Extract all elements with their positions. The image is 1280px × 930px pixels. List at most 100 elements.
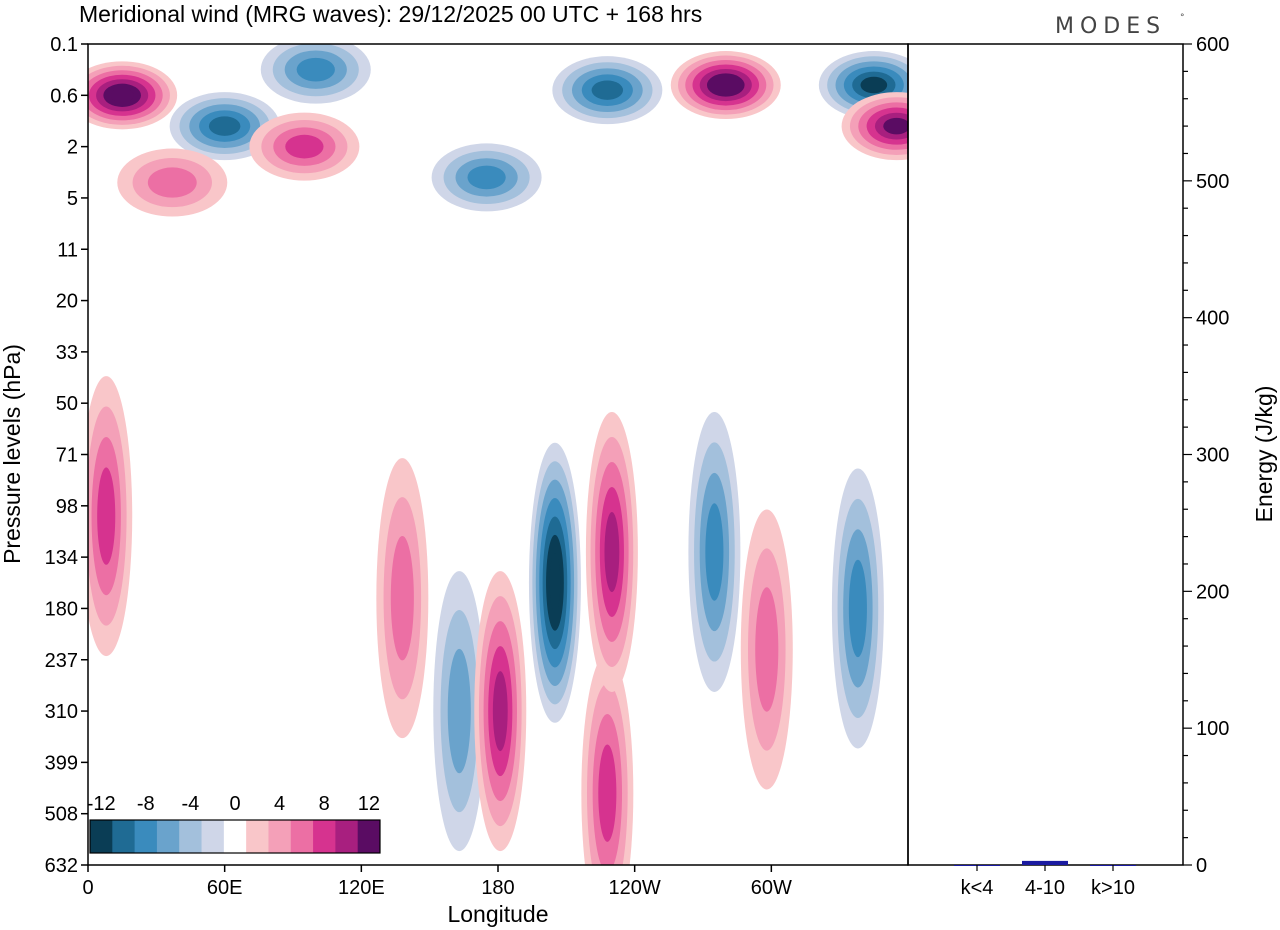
y-tick-label: 20 (56, 291, 78, 313)
colorbar-swatch (268, 820, 292, 853)
contour-feature (433, 571, 486, 852)
colorbar-swatch (90, 820, 113, 853)
contour-feature (740, 509, 793, 790)
colorbar-swatch (179, 820, 203, 853)
contour-feature (552, 56, 663, 125)
colorbar-swatch (156, 820, 180, 853)
colorbar: -12 -8 -4 0 4 8 12 (87, 793, 381, 854)
contour-level (705, 503, 724, 601)
contour-feature (688, 411, 741, 692)
colorbar-swatch (313, 820, 336, 853)
colorbar-label: 0 (229, 793, 240, 815)
contour-feature (831, 468, 884, 749)
x-tick-label: 0 (82, 877, 93, 899)
contour-level (549, 553, 561, 613)
energy-categories: k<4 4-10 k>10 (961, 865, 1135, 899)
y-tick-label: 5 (67, 188, 78, 210)
contour-feature (581, 653, 634, 865)
energy-panel: 0 100 200 300 400 500 600 k<4 4-10 k>10 (907, 34, 1229, 899)
contour-feature (585, 411, 638, 692)
y-tick-label: 11 (57, 239, 78, 261)
colorbar-label: 8 (319, 793, 330, 815)
x-tick-label: 120W (609, 877, 661, 899)
energy-tick-label: 300 (1196, 445, 1229, 467)
energy-tick-label: 200 (1196, 581, 1229, 603)
brand-text: MODES (1055, 14, 1166, 39)
contour-level (467, 165, 506, 190)
x-tick-label: 120E (338, 877, 385, 899)
y-tick-label: 2 (67, 137, 78, 159)
y-tick-label: 237 (45, 650, 78, 672)
colorbar-swatch (112, 820, 136, 853)
chart-title: Meridional wind (MRG waves): 29/12/2025 … (79, 1, 702, 27)
energy-category-label: 4-10 (1025, 877, 1065, 899)
contour-level (285, 134, 324, 159)
x-tick-label: 60E (207, 877, 243, 899)
contour-level (848, 559, 867, 658)
pressure-axis: 0.1 0.6 2 5 11 20 33 50 71 98 134 180 237 310 399 508 63… (45, 34, 88, 877)
x-tick-label: 180 (481, 877, 514, 899)
contour-feature (431, 143, 542, 212)
energy-tick-label: 0 (1196, 855, 1207, 877)
contour-feature (841, 92, 908, 161)
contour-level (447, 648, 471, 774)
colorbar-label: -4 (181, 793, 199, 815)
y-tick-label: 33 (56, 342, 78, 364)
y-tick-label: 0.1 (50, 34, 78, 56)
colorbar-frame (89, 819, 381, 854)
contour-feature (260, 44, 371, 104)
energy-axis-title: Energy (J/kg) (1251, 386, 1277, 523)
y-tick-label: 399 (45, 752, 78, 774)
colorbar-swatch (201, 820, 225, 853)
colorbar-label: -12 (87, 793, 116, 815)
contour-level (208, 116, 241, 136)
x-tick-label: 60W (751, 877, 792, 899)
contour-level (883, 117, 908, 135)
brand-mark: ° (1180, 13, 1185, 23)
contour-level (147, 167, 197, 198)
colorbar-swatch (223, 820, 247, 853)
contour-feature (670, 51, 781, 120)
energy-category-label: k<4 (961, 877, 994, 899)
longitude-axis: 0 60E 120E 180 120W 60W (82, 865, 792, 899)
y-tick-label: 134 (45, 547, 78, 569)
contour-feature (88, 61, 178, 130)
y-tick-label: 71 (56, 445, 78, 467)
contour-level (390, 535, 414, 661)
colorbar-swatch (357, 820, 381, 853)
colorbar-label: -8 (137, 793, 155, 815)
energy-axis: 0 100 200 300 400 500 600 (1183, 34, 1229, 877)
contour-level (598, 744, 617, 842)
contour-feature (474, 571, 527, 852)
contour-level (860, 76, 888, 94)
y-tick-label: 508 (45, 804, 78, 826)
y-tick-label: 180 (45, 598, 78, 620)
contour-level (492, 671, 508, 752)
energy-tick-label: 600 (1196, 34, 1229, 56)
colorbar-swatch (290, 820, 314, 853)
contour-level (604, 511, 620, 592)
contour-level (97, 467, 116, 565)
energy-bar (1022, 860, 1068, 865)
contour-level (296, 57, 335, 82)
contour-feature (528, 442, 581, 723)
colorbar-swatch (134, 820, 158, 853)
y-tick-label: 310 (45, 701, 78, 723)
energy-tick-label: 100 (1196, 718, 1229, 740)
energy-category-label: k>10 (1091, 877, 1135, 899)
contour-feature (117, 148, 228, 217)
y-tick-label: 98 (56, 496, 78, 518)
colorbar-label: 12 (358, 793, 380, 815)
contour-level (714, 77, 738, 93)
y-tick-label: 632 (45, 855, 78, 877)
y-tick-label: 0.6 (50, 85, 78, 107)
contour-field (88, 44, 908, 865)
brand-logo: MODES ° (1055, 13, 1185, 39)
contour-panel: 0.1 0.6 2 5 11 20 33 50 71 98 134 180 237 310 399 508 63… (45, 34, 909, 899)
energy-tick-label: 500 (1196, 171, 1229, 193)
contour-feature (249, 112, 360, 181)
colorbar-swatch (335, 820, 359, 853)
y-axis-title: Pressure levels (hPa) (0, 344, 25, 564)
contour-level (110, 88, 134, 103)
